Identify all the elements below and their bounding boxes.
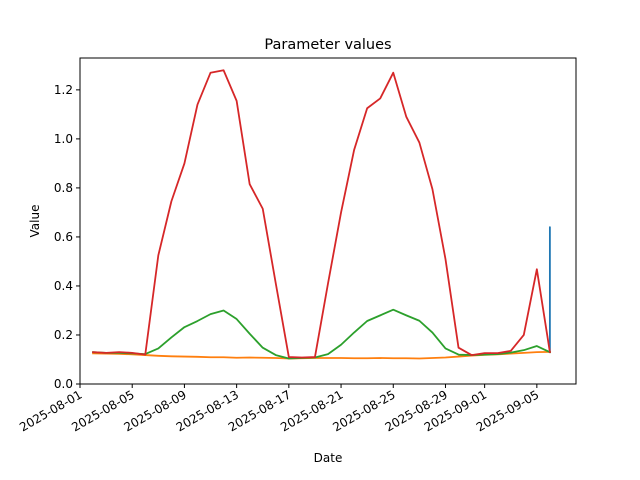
series-lines — [92, 69, 552, 360]
y-axis: 0.0 0.2 0.4 0.6 0.8 1.0 1.2 — [54, 83, 80, 391]
plot-area-border — [79, 57, 577, 385]
y-tick-label: 1.2 — [54, 83, 73, 97]
y-tick-label: 0.8 — [54, 181, 73, 195]
axes-frame — [79, 57, 577, 385]
x-axis-label: Date — [314, 451, 343, 465]
chart-title: Parameter values — [264, 37, 391, 53]
y-axis-label: Value — [28, 205, 42, 238]
y-tick-label: 1.0 — [54, 132, 73, 146]
y-tick-label: 0.6 — [54, 230, 73, 244]
series-line-4 — [92, 69, 551, 359]
y-tick-label: 0.2 — [54, 328, 73, 342]
y-tick-label: 0.0 — [54, 377, 73, 391]
y-tick-label: 0.4 — [54, 279, 73, 293]
